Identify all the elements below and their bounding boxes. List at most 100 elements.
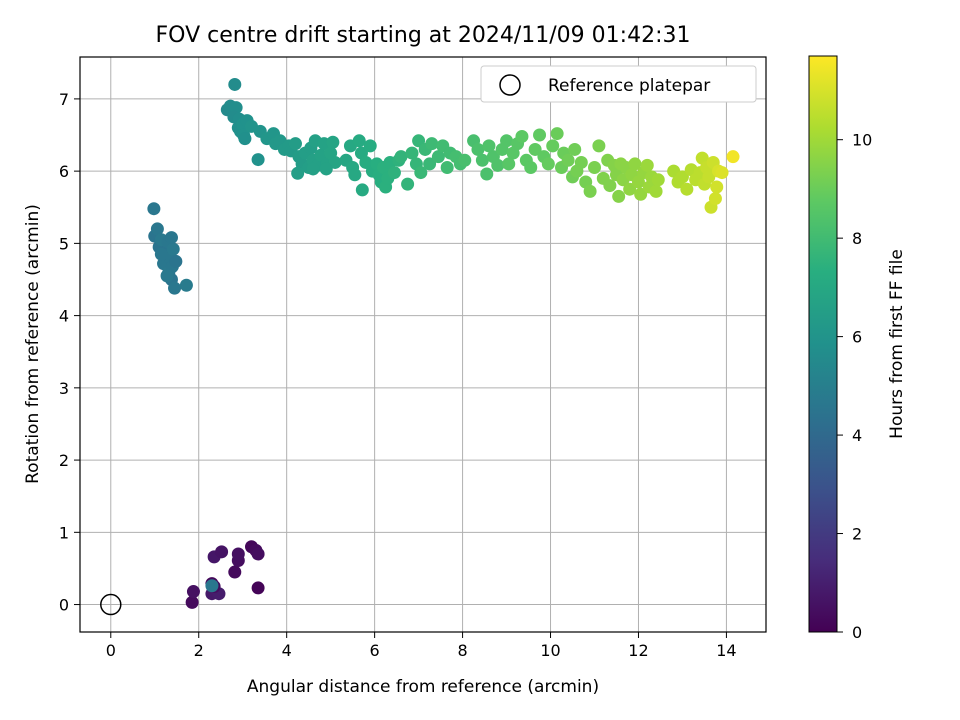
colorbar-tick-label: 4 — [852, 426, 862, 445]
x-tick-label: 2 — [194, 641, 204, 660]
data-point — [500, 134, 514, 148]
data-point — [592, 139, 606, 153]
x-axis-ticks: 0 2 4 6 8 10 12 14 — [106, 632, 737, 660]
data-point — [710, 180, 724, 194]
data-point — [471, 142, 485, 156]
data-point — [147, 202, 161, 216]
data-point — [583, 184, 597, 198]
data-point — [568, 142, 582, 156]
data-point — [440, 161, 454, 175]
data-point — [401, 177, 415, 191]
y-tick-label: 0 — [59, 596, 69, 615]
data-point — [541, 157, 555, 171]
data-point — [533, 128, 547, 142]
data-point — [528, 142, 542, 156]
chart-title: FOV centre drift starting at 2024/11/09 … — [156, 23, 691, 48]
y-tick-label: 3 — [59, 379, 69, 398]
data-point — [550, 127, 564, 141]
data-point — [603, 179, 617, 193]
data-point — [387, 166, 401, 180]
colorbar-gradient — [808, 55, 838, 633]
colorbar-tick-label: 6 — [852, 328, 862, 347]
data-point — [306, 162, 320, 176]
data-point — [431, 150, 445, 164]
data-point — [168, 281, 182, 295]
x-tick-label: 0 — [106, 641, 116, 660]
x-tick-label: 6 — [370, 641, 380, 660]
data-point — [588, 161, 601, 175]
data-point — [154, 247, 168, 261]
y-tick-label: 2 — [59, 451, 69, 470]
plot-frame — [79, 56, 767, 633]
y-axis-ticks: 0 1 2 3 4 5 6 7 — [59, 90, 80, 615]
data-point — [458, 153, 472, 167]
data-point — [482, 139, 496, 153]
y-tick-label: 6 — [59, 162, 69, 181]
data-point — [480, 167, 494, 181]
data-point — [205, 579, 219, 593]
data-point — [546, 139, 560, 153]
y-tick-label: 1 — [59, 523, 69, 542]
y-tick-label: 7 — [59, 90, 69, 109]
data-point — [475, 153, 489, 167]
legend-box — [480, 65, 757, 103]
y-tick-label: 5 — [59, 234, 69, 253]
data-point — [215, 545, 229, 559]
data-points — [147, 77, 740, 609]
data-point — [715, 166, 729, 180]
data-point — [291, 166, 305, 180]
data-point — [185, 595, 199, 609]
legend: Reference platepar — [480, 65, 757, 103]
data-point — [702, 170, 716, 184]
data-point — [649, 184, 663, 198]
x-axis-label: Angular distance from reference (arcmin) — [247, 677, 599, 697]
x-tick-label: 4 — [282, 641, 292, 660]
data-point — [186, 585, 200, 599]
data-point — [623, 182, 637, 196]
data-point — [502, 157, 516, 171]
colorbar-ticks: 0 2 4 6 8 10 — [837, 131, 872, 642]
x-tick-label: 14 — [716, 641, 736, 660]
data-point — [640, 158, 654, 172]
data-point — [394, 150, 408, 164]
x-tick-label: 10 — [540, 641, 560, 660]
x-tick-label: 8 — [457, 641, 467, 660]
data-point — [574, 155, 588, 169]
data-point — [326, 135, 340, 149]
data-point — [423, 157, 437, 171]
data-point — [166, 242, 180, 256]
data-point — [491, 158, 505, 172]
data-point — [515, 129, 529, 143]
y-tick-label: 4 — [59, 307, 69, 326]
data-point — [164, 231, 178, 245]
data-point — [228, 77, 242, 91]
data-point — [524, 161, 538, 175]
data-point — [425, 137, 439, 151]
data-point — [726, 150, 740, 164]
colorbar-tick-label: 2 — [852, 525, 862, 544]
data-point — [319, 162, 333, 176]
data-point — [561, 153, 575, 167]
data-point — [405, 146, 419, 160]
reference-platepar-marker — [100, 593, 122, 616]
colorbar-tick-label: 10 — [852, 131, 872, 150]
colorbar-tick-label: 8 — [852, 229, 862, 248]
data-point — [150, 222, 164, 236]
data-point — [414, 166, 428, 180]
data-point — [612, 189, 626, 203]
data-point — [231, 547, 245, 561]
legend-reference-marker — [499, 74, 521, 96]
data-point — [251, 547, 265, 561]
data-point — [238, 132, 252, 146]
x-tick-label: 12 — [628, 641, 648, 660]
y-axis-label: Rotation from reference (arcmin) — [23, 204, 43, 484]
data-point — [179, 278, 193, 292]
data-point — [352, 134, 366, 148]
data-point — [348, 168, 362, 182]
data-point — [675, 170, 689, 184]
data-point — [228, 565, 242, 579]
data-point — [288, 137, 302, 151]
data-point — [628, 157, 642, 171]
data-point — [708, 192, 722, 206]
